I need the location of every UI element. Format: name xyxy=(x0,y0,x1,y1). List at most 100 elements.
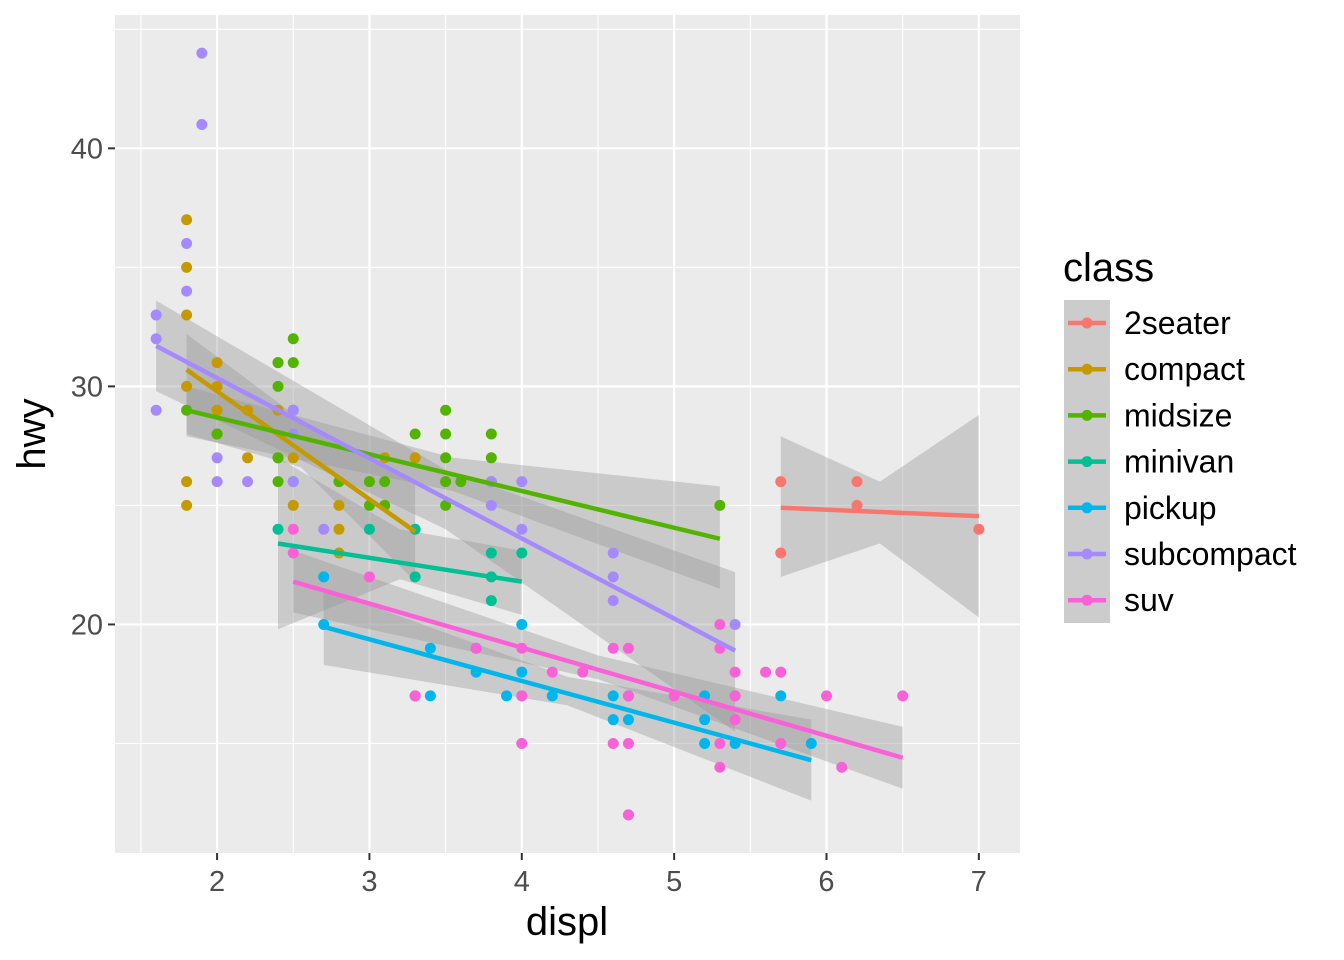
point-minivan xyxy=(272,523,284,535)
legend-label-compact: compact xyxy=(1124,351,1245,387)
point-midsize xyxy=(440,428,452,440)
legend-key-point-suv xyxy=(1081,594,1093,606)
point-suv xyxy=(516,737,528,749)
point-midsize xyxy=(714,499,726,511)
point-suv xyxy=(607,737,619,749)
point-suv xyxy=(729,714,741,726)
point-subcompact xyxy=(607,595,619,607)
y-tick-label: 40 xyxy=(71,133,103,165)
point-subcompact xyxy=(211,476,223,488)
point-subcompact xyxy=(211,452,223,464)
point-pickup xyxy=(424,642,436,654)
panel-background xyxy=(115,15,1020,853)
point-pickup xyxy=(607,714,619,726)
legend-key-point-compact xyxy=(1081,363,1093,375)
point-midsize xyxy=(440,499,452,511)
point-midsize xyxy=(440,404,452,416)
point-suv xyxy=(775,737,787,749)
fit-line-midsize xyxy=(186,408,721,541)
legend-title: class xyxy=(1063,246,1154,290)
point-subcompact xyxy=(150,404,162,416)
point-pickup xyxy=(318,571,330,583)
point-midsize xyxy=(272,357,284,369)
point-compact xyxy=(181,380,193,392)
legend-label-subcompact: subcompact xyxy=(1124,536,1297,572)
confidence-band-subcompact xyxy=(156,300,736,732)
point-pickup xyxy=(699,737,711,749)
point-subcompact xyxy=(607,547,619,559)
legend-label-suv: suv xyxy=(1124,582,1174,618)
point-midsize xyxy=(287,357,299,369)
point-compact xyxy=(211,404,223,416)
x-tick-label: 7 xyxy=(971,866,987,898)
legend-label-minivan: minivan xyxy=(1124,444,1234,480)
point-suv xyxy=(409,690,421,702)
point-compact xyxy=(333,499,345,511)
point-pickup xyxy=(775,690,787,702)
point-2seater xyxy=(775,476,787,488)
point-compact xyxy=(181,476,193,488)
point-subcompact xyxy=(287,404,299,416)
point-compact xyxy=(287,499,299,511)
point-suv xyxy=(836,761,848,773)
point-suv xyxy=(546,666,558,678)
point-subcompact xyxy=(516,476,528,488)
point-suv xyxy=(363,571,375,583)
fit-line-minivan xyxy=(277,541,523,584)
x-tick-label: 4 xyxy=(514,866,530,898)
point-minivan xyxy=(516,547,528,559)
point-subcompact xyxy=(150,309,162,321)
point-subcompact xyxy=(196,119,208,131)
point-compact xyxy=(181,214,193,226)
point-subcompact xyxy=(196,47,208,59)
point-2seater xyxy=(851,476,863,488)
point-minivan xyxy=(485,595,497,607)
fit-line-suv xyxy=(292,579,904,760)
point-minivan xyxy=(409,571,421,583)
point-midsize xyxy=(363,476,375,488)
legend-label-midsize: midsize xyxy=(1124,397,1232,433)
point-suv xyxy=(516,690,528,702)
point-subcompact xyxy=(516,523,528,535)
point-suv xyxy=(622,642,634,654)
point-midsize xyxy=(211,428,223,440)
y-tick-label: 30 xyxy=(71,371,103,403)
y-axis-title: hwy xyxy=(10,398,54,469)
legend-label-pickup: pickup xyxy=(1124,490,1217,526)
legend-key-point-pickup xyxy=(1081,502,1093,514)
point-compact xyxy=(211,357,223,369)
point-suv xyxy=(729,666,741,678)
legend-key-point-midsize xyxy=(1081,409,1093,421)
point-suv xyxy=(607,642,619,654)
point-suv xyxy=(821,690,833,702)
x-tick-label: 3 xyxy=(361,866,377,898)
point-subcompact xyxy=(607,571,619,583)
point-midsize xyxy=(379,476,391,488)
point-midsize xyxy=(272,380,284,392)
legend-label-2seater: 2seater xyxy=(1124,305,1231,341)
point-suv xyxy=(470,642,482,654)
point-compact xyxy=(409,452,421,464)
point-subcompact xyxy=(150,333,162,345)
point-compact xyxy=(242,452,254,464)
point-pickup xyxy=(501,690,513,702)
legend-key-point-subcompact xyxy=(1081,548,1093,560)
point-suv xyxy=(622,809,634,821)
x-axis-title: displ xyxy=(526,900,608,944)
point-pickup xyxy=(546,690,558,702)
fit-line-pickup xyxy=(323,624,812,763)
point-suv xyxy=(714,618,726,630)
point-compact xyxy=(181,499,193,511)
point-midsize xyxy=(440,452,452,464)
point-midsize xyxy=(272,452,284,464)
fit-line-2seater xyxy=(780,505,979,519)
point-midsize xyxy=(485,452,497,464)
point-suv xyxy=(897,690,909,702)
point-suv xyxy=(287,547,299,559)
point-pickup xyxy=(516,618,528,630)
point-suv xyxy=(287,523,299,535)
y-tick-label: 20 xyxy=(71,609,103,641)
point-pickup xyxy=(699,714,711,726)
point-suv xyxy=(622,737,634,749)
